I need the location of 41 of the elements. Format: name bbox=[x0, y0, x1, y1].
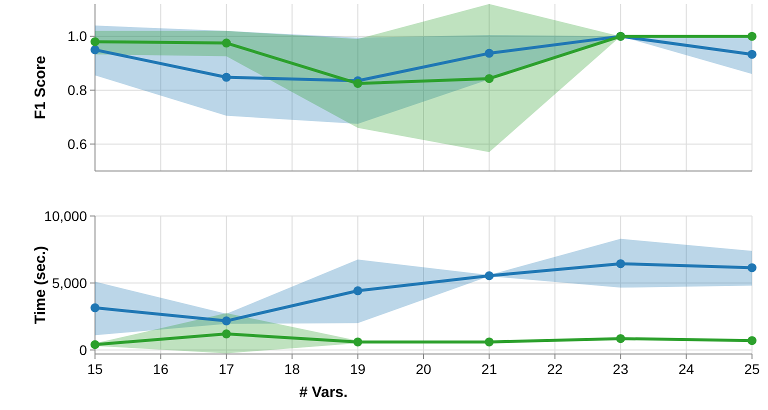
x-tick-label: 20 bbox=[416, 361, 432, 377]
x-tick-label: 16 bbox=[152, 361, 169, 377]
x-tick-label: 21 bbox=[481, 361, 498, 377]
point bbox=[90, 303, 100, 312]
y-tick-label: 0.8 bbox=[68, 82, 88, 98]
point bbox=[616, 259, 626, 268]
point bbox=[748, 32, 756, 41]
point bbox=[353, 286, 362, 296]
point bbox=[748, 336, 756, 346]
point bbox=[222, 316, 231, 326]
x-tick-label: 24 bbox=[678, 361, 694, 377]
y-tick-label: 0.6 bbox=[68, 136, 88, 152]
point bbox=[484, 271, 494, 280]
y-tick-label: 1.0 bbox=[68, 28, 88, 44]
x-tick-label: 22 bbox=[547, 361, 563, 377]
point bbox=[748, 50, 756, 59]
point bbox=[484, 337, 494, 346]
y-tick-label: 5,000 bbox=[52, 274, 88, 291]
y-axis-title: F1 Score bbox=[32, 56, 49, 120]
x-tick-label: 25 bbox=[744, 361, 760, 377]
y-tick-label: 0 bbox=[79, 342, 88, 358]
point bbox=[353, 337, 362, 346]
point bbox=[748, 263, 756, 272]
point bbox=[222, 72, 231, 82]
y-axis-title: Time (sec.) bbox=[32, 246, 49, 324]
point bbox=[90, 37, 100, 46]
y-tick-label: 10,000 bbox=[44, 208, 88, 224]
point bbox=[353, 78, 362, 88]
x-tick-label: 18 bbox=[284, 361, 300, 377]
point bbox=[222, 38, 231, 48]
x-tick-label: 15 bbox=[87, 361, 103, 377]
point bbox=[484, 74, 494, 84]
point bbox=[90, 45, 100, 54]
point bbox=[616, 334, 626, 344]
x-axis-title: # Vars. bbox=[299, 384, 348, 401]
point bbox=[222, 329, 231, 338]
x-tick-label: 17 bbox=[218, 361, 234, 377]
x-tick-label: 23 bbox=[612, 361, 629, 377]
point bbox=[90, 340, 100, 350]
point bbox=[484, 48, 494, 58]
x-tick-label: 19 bbox=[350, 361, 366, 377]
